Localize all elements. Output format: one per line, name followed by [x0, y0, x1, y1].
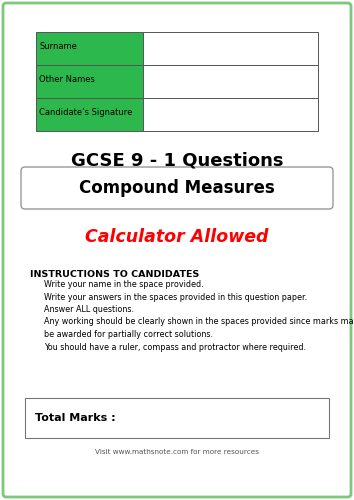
Text: Surname: Surname	[39, 42, 77, 51]
Text: Write your answers in the spaces provided in this question paper.: Write your answers in the spaces provide…	[44, 292, 307, 302]
Text: Candidate’s Signature: Candidate’s Signature	[39, 108, 132, 118]
Bar	[36, 98, 143, 131]
Text: Visit www.mathsnote.com for more resources: Visit www.mathsnote.com for more resourc…	[95, 449, 259, 455]
Bar	[143, 98, 318, 131]
Text: Any working should be clearly shown in the spaces provided since marks may: Any working should be clearly shown in t…	[44, 318, 354, 326]
FancyBboxPatch shape	[21, 167, 333, 209]
Text: Calculator Allowed: Calculator Allowed	[85, 228, 269, 246]
Text: GCSE 9 - 1 Questions: GCSE 9 - 1 Questions	[71, 151, 283, 169]
Bar	[143, 65, 318, 98]
Text: be awarded for partially correct solutions.: be awarded for partially correct solutio…	[44, 330, 213, 339]
Text: You should have a ruler, compass and protractor where required.: You should have a ruler, compass and pro…	[44, 342, 306, 351]
Text: Write your name in the space provided.: Write your name in the space provided.	[44, 280, 204, 289]
Text: Total Marks :: Total Marks :	[35, 413, 116, 423]
Bar	[143, 32, 318, 65]
Bar	[36, 32, 143, 65]
Text: INSTRUCTIONS TO CANDIDATES: INSTRUCTIONS TO CANDIDATES	[30, 270, 199, 279]
Text: Other Names: Other Names	[39, 76, 95, 84]
Text: Compound Measures: Compound Measures	[79, 179, 275, 197]
Text: Answer ALL questions.: Answer ALL questions.	[44, 305, 134, 314]
Bar	[25, 398, 329, 438]
Bar	[36, 65, 143, 98]
FancyBboxPatch shape	[3, 3, 351, 497]
